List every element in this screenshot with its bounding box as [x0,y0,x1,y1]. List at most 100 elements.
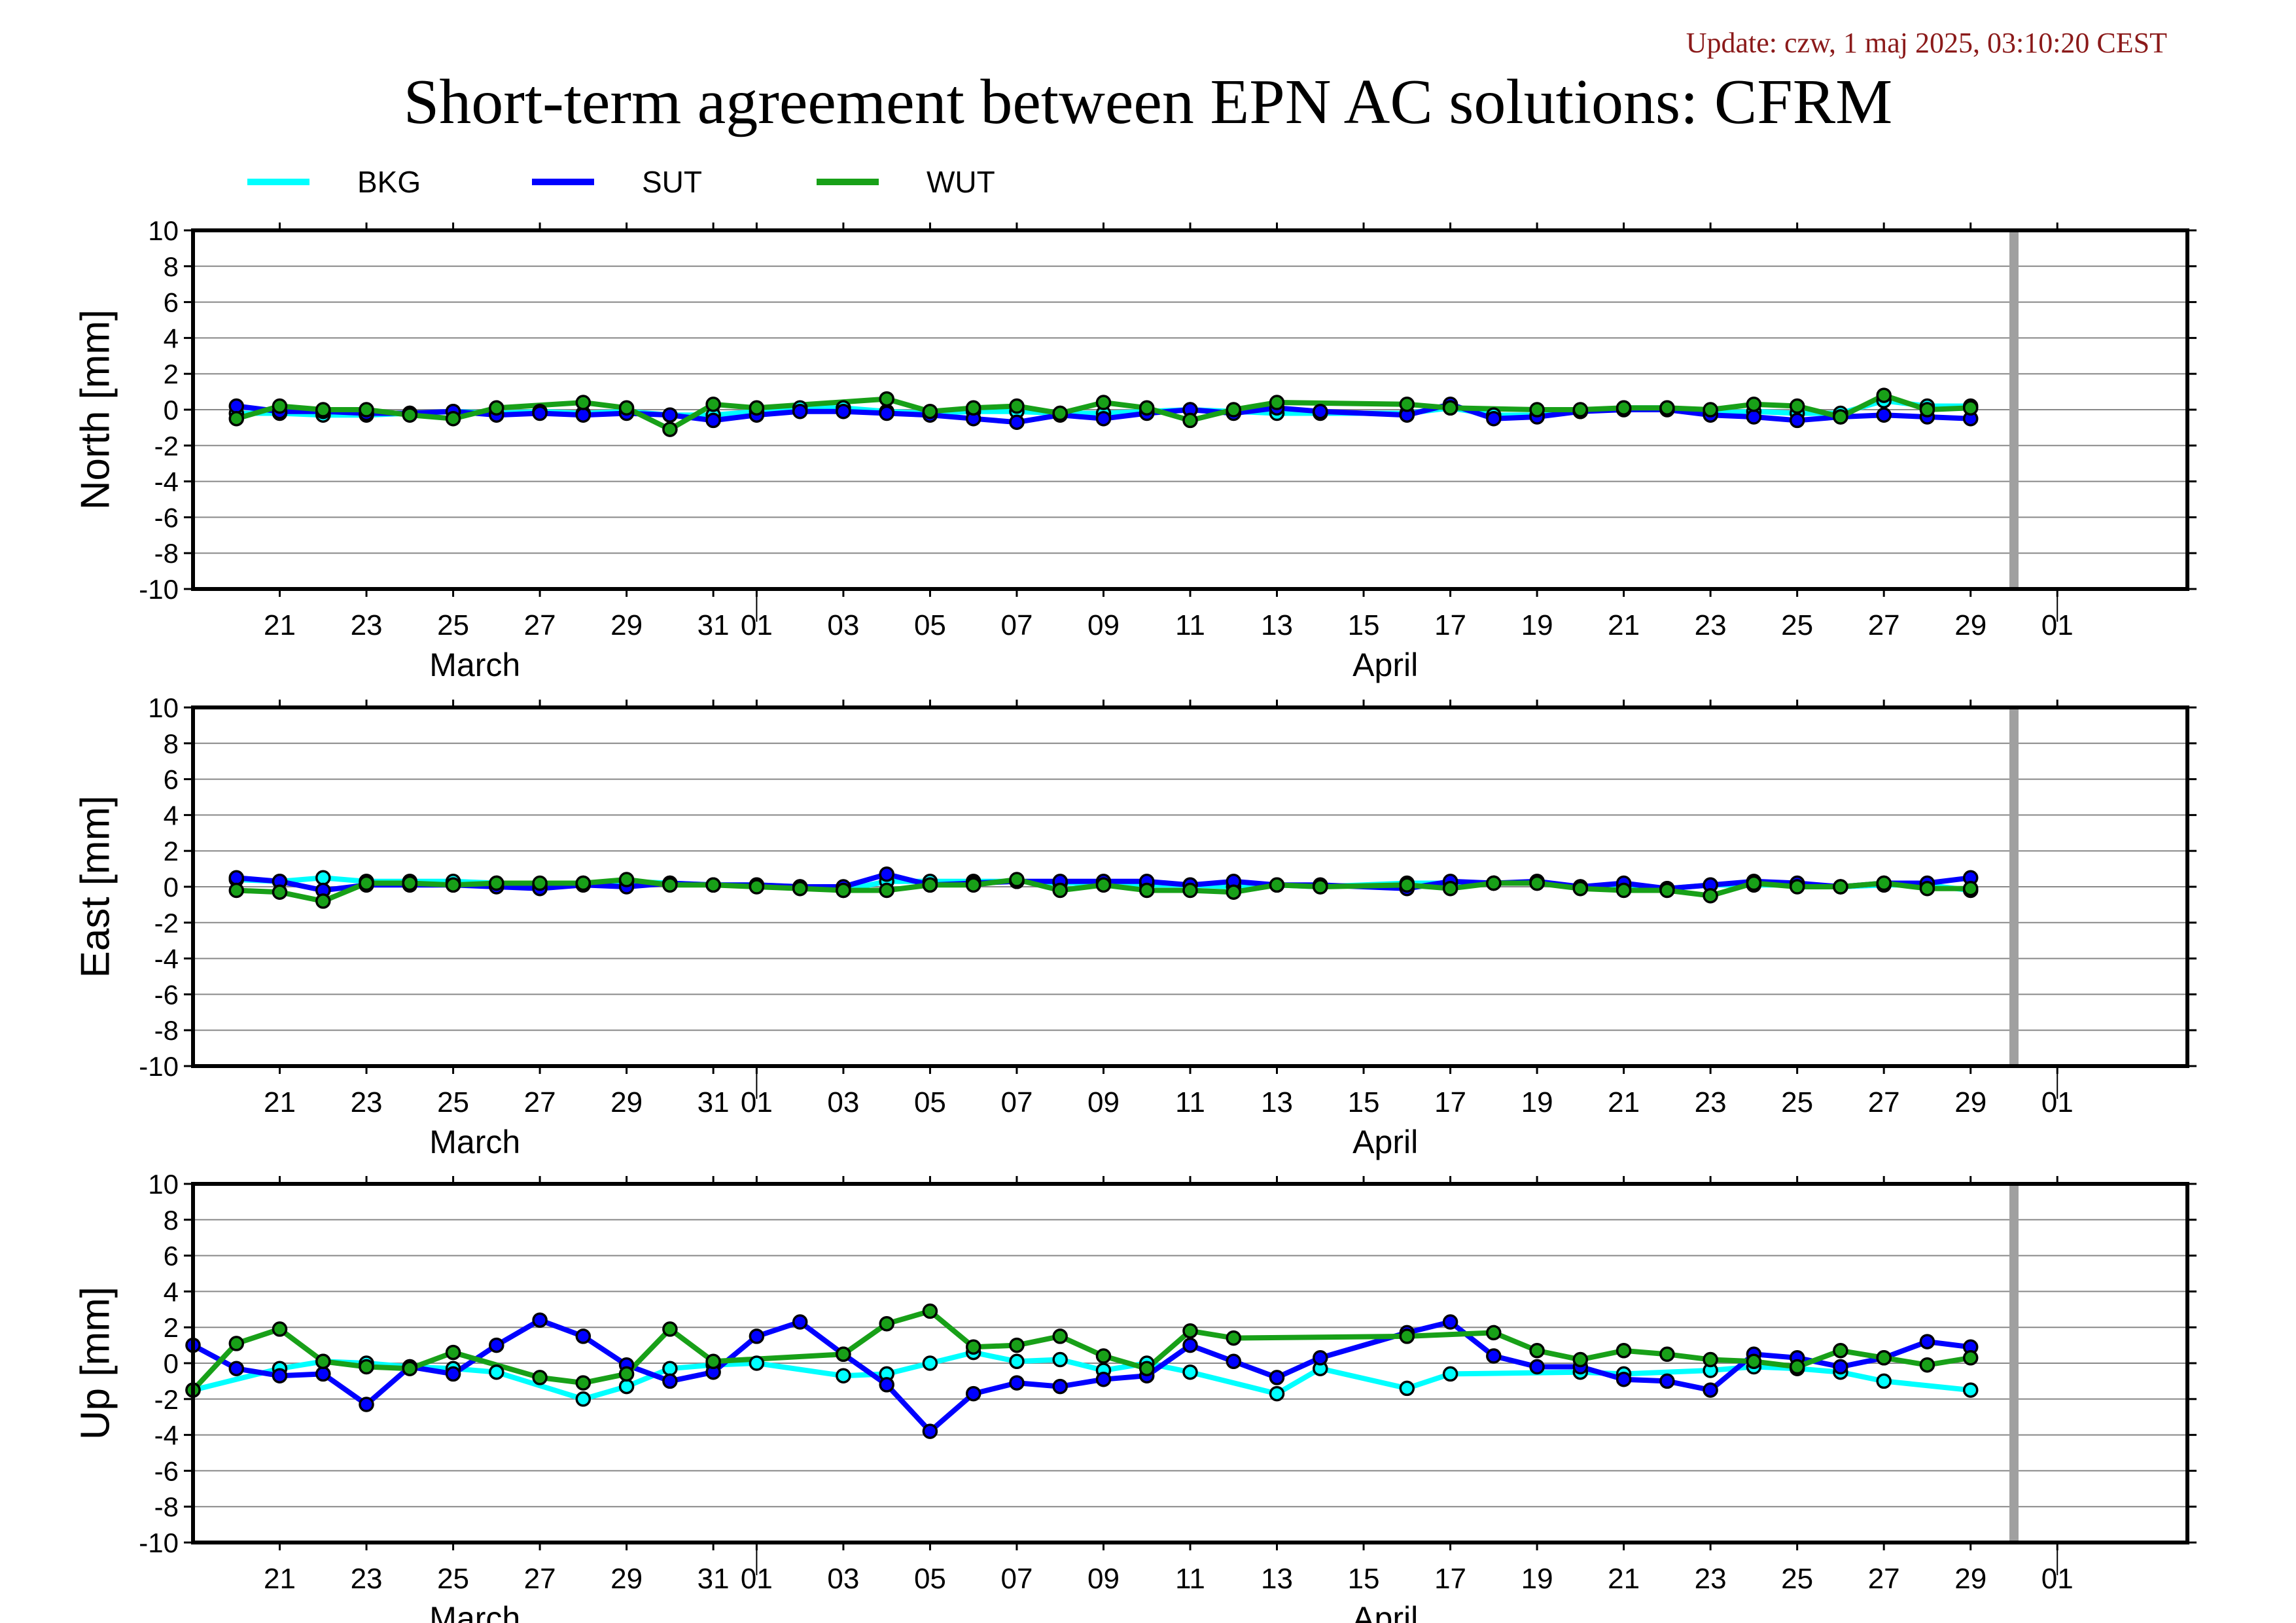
panel-1-xtick-label: 03 [827,609,859,641]
panel-2-month-label: March [429,1124,520,1160]
panel-3-point-bkg [1399,1380,1415,1397]
panel-3-point-sut [1833,1359,1848,1375]
panel-2-point-wut [965,877,981,893]
panel-3-point-wut [1572,1351,1589,1368]
panel-3-point-sut [532,1312,548,1328]
panel-3-point-sut [749,1329,765,1344]
panel-3-xtick-label: 23 [351,1563,383,1595]
panel-3-point-sut [1313,1350,1328,1366]
panel-2-month-label: April [1352,1124,1418,1160]
panel-3-point-wut [965,1339,981,1355]
panel-2-point-wut [1269,877,1285,893]
panel-1-point-sut [662,407,678,423]
panel-3-point-bkg [575,1391,592,1407]
panel-1-point-sut [705,412,721,429]
panel-3-point-sut [1009,1375,1025,1391]
panel-1-point-wut [1833,409,1848,425]
panel-3-outage-bar [2009,1184,2019,1543]
panel-2-ytick-label: -10 [139,1051,179,1082]
panel-1-point-wut [1269,395,1285,410]
panel-1-xtick-label: 21 [264,609,296,641]
panel-2-ylabel: East [mm] [73,795,118,978]
panel-3-ytick-label: 2 [164,1312,179,1343]
panel-1-month-label: March [429,647,520,683]
panel-1-point-sut [792,403,808,419]
panel-3-point-sut [879,1377,894,1393]
panel-2-point-wut [489,875,504,891]
panel-1-point-wut [489,400,504,416]
panel-3-point-bkg [749,1355,765,1371]
panel-3-ytick-label: 0 [164,1348,179,1379]
panel-1-point-wut [879,391,894,407]
panel-3-point-sut [1442,1314,1458,1330]
panel-2-ytick-label: -2 [154,908,179,938]
panel-2-ytick-label: 8 [164,728,179,759]
panel-2-point-wut [1313,879,1328,895]
panel-1-ytick-label: 10 [148,215,179,246]
panel-1-xtick-label: 25 [437,609,469,641]
panel-2-point-wut [315,893,331,909]
legend-label-sut: SUT [642,165,702,199]
panel-2-xtick-label: 07 [1000,1086,1033,1118]
panel-2-point-sut [879,866,894,882]
panel-3-xtick-label: 11 [1175,1563,1205,1595]
panel-1-xtick-label: 09 [1087,609,1120,641]
panel-2-xtick-label: 19 [1521,1086,1553,1118]
panel-1-point-wut [705,397,721,412]
panel-2-ytick-label: -4 [154,944,179,974]
panel-2-point-wut [662,877,678,893]
panel-3-xtick-label: 13 [1261,1563,1293,1595]
panel-3-point-wut [1009,1337,1025,1353]
panel-3-point-sut [1529,1359,1545,1375]
panel-2-ytick-label: 2 [164,836,179,866]
panel-3-point-wut [1616,1343,1632,1359]
panel-2-point-wut [705,877,721,893]
panel-2-point-wut [1876,875,1892,891]
panel-3-ytick-label: -6 [154,1455,179,1486]
panel-2-point-wut [1486,875,1502,891]
panel-2-xtick-label: 11 [1175,1086,1205,1118]
panel-2-point-wut [1095,877,1112,893]
panel-1-point-wut [1399,397,1415,412]
panel-2-xtick-label: 23 [351,1086,383,1118]
panel-3-point-wut [272,1321,288,1337]
panel-2-outage-bar [2009,707,2019,1066]
panel-1-point-wut [1962,400,1979,416]
panel-1-point-wut [445,410,461,427]
panel-1-xtick-label: 23 [351,609,383,641]
panel-3-point-wut [532,1370,548,1385]
panel-3-point-bkg [1052,1351,1068,1368]
panel-3-point-wut [1052,1329,1068,1344]
panel-2-ytick-label: 0 [164,872,179,902]
panel-2-point-wut [1442,880,1458,897]
panel-3-point-sut [1095,1371,1112,1387]
panel-3-xtick-label: 15 [1348,1563,1380,1595]
panel-1-point-wut [1052,405,1068,421]
panel-3-point-wut [1095,1348,1112,1364]
panel-2-xtick-label: 25 [437,1086,469,1118]
panel-3-ytick-label: 10 [148,1169,179,1200]
panel-2-xtick-label: 13 [1261,1086,1293,1118]
panel-3-point-sut [1226,1353,1242,1370]
panel-3-point-wut [618,1366,635,1382]
panel-3-point-wut [1399,1329,1415,1344]
panel-1-point-wut [1095,395,1112,410]
panel-1-series-line-sut [236,401,1971,425]
panel-3-point-sut [922,1423,938,1439]
panel-2-point-wut [445,877,461,893]
panel-3-point-wut [1703,1351,1718,1368]
panel-1-xtick-label: 21 [1608,609,1640,641]
panel-2-ytick-label: -6 [154,979,179,1010]
panel-3-point-wut [836,1346,851,1363]
panel-1-point-sut [1009,414,1025,430]
panel-1-point-wut [1876,387,1892,403]
panel-2-xtick-label: 27 [1868,1086,1900,1118]
panel-2-point-wut [1052,882,1068,899]
panel-2-xtick-label: 31 [698,1086,730,1118]
panel-2-point-wut [228,882,245,899]
panel-2-point-wut [836,882,851,899]
panel-1-point-wut [1529,402,1545,418]
panel-1-point-sut [532,405,548,421]
panel-1-point-wut [662,421,678,437]
panel-1-ylabel: North [mm] [73,310,118,510]
